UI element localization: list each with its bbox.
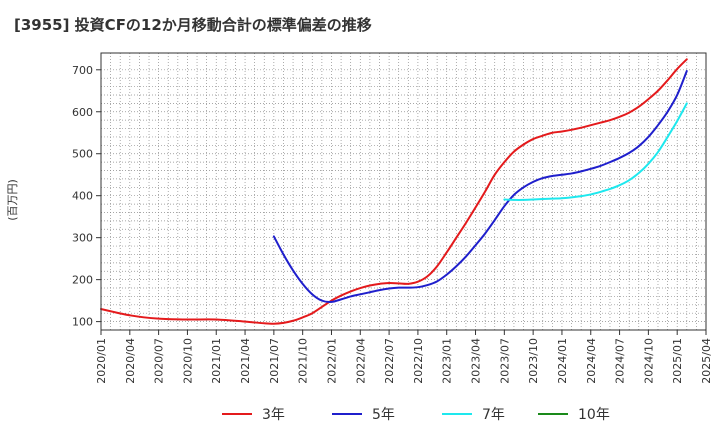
x-tick-label: 2020/07 [153,338,166,384]
x-tick-label: 2021/01 [210,338,223,384]
x-tick-label: 2024/01 [556,338,569,384]
x-tick-label: 2024/04 [585,338,598,384]
y-tick-label: 300 [72,232,93,245]
series-layer [100,58,688,325]
x-tick-label: 2025/01 [671,338,684,384]
y-tick-label: 100 [72,316,93,329]
x-tick-label: 2022/04 [354,338,367,384]
series-line-1 [100,58,688,325]
x-tick-label: 2020/10 [181,338,194,384]
x-tick-label: 2021/04 [239,338,252,384]
legend-label: 7年 [482,407,505,423]
legend-label: 10年 [578,407,610,423]
y-tick-label: 400 [72,190,93,203]
x-tick-label: 2022/10 [412,338,425,384]
x-tick-label: 2021/10 [297,338,310,384]
y-tick-label: 200 [72,274,93,287]
x-tick-label: 2021/07 [268,338,281,384]
x-tick-label: 2025/04 [700,338,713,384]
plot-frame [100,52,707,331]
x-tick-label: 2022/01 [325,338,338,384]
x-tick-label: 2023/04 [470,338,483,384]
y-axis: 100 200 300 400 500 600 700 [72,64,101,329]
legend-label: 5年 [372,407,395,423]
x-tick-label: 2024/10 [642,338,655,384]
x-axis: 2020/01 2020/04 2020/07 2020/10 2021/01 2021/… [95,330,713,384]
x-tick-label: 2023/07 [498,338,511,384]
x-tick-label: 2023/01 [441,338,454,384]
y-axis-label: (百万円) [6,179,19,221]
y-tick-label: 500 [72,148,93,161]
chart-title: [3955] 投資CFの12か月移動合計の標準偏差の推移 [14,16,372,34]
x-tick-label: 2024/07 [614,338,627,384]
x-tick-label: 2020/04 [124,338,137,384]
series-line-2 [272,70,688,303]
legend: 3年 5年 7年 10年 [222,407,610,423]
legend-label: 3年 [262,407,285,423]
y-tick-label: 700 [72,64,93,77]
y-tick-label: 600 [72,106,93,119]
series-line-3 [503,102,688,201]
x-tick-label: 2020/01 [95,338,108,384]
x-tick-label: 2023/10 [527,338,540,384]
x-tick-label: 2022/07 [383,338,396,384]
